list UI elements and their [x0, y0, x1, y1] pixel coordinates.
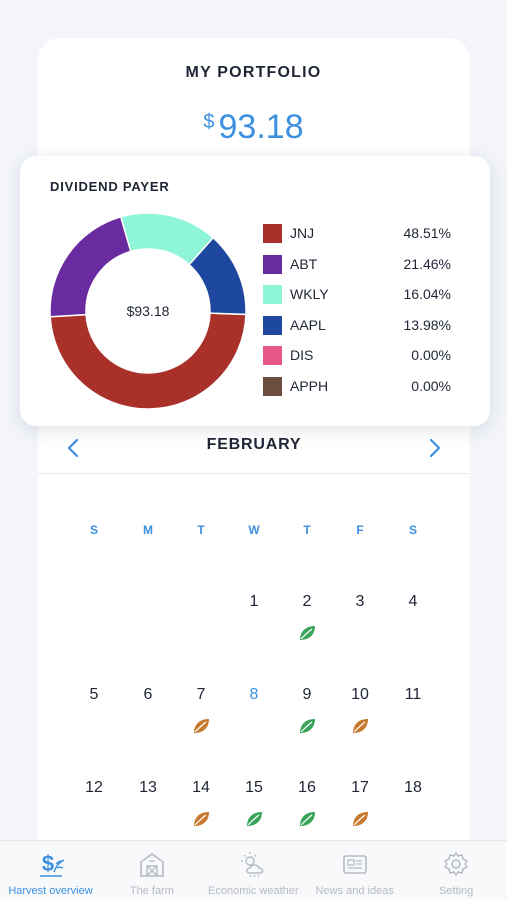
chevron-right-icon[interactable]: [422, 436, 446, 460]
sun-cloud-icon: [241, 852, 264, 878]
dollar-plant-icon: $: [39, 851, 64, 877]
calendar-day-10[interactable]: 10: [351, 686, 369, 703]
portfolio-amount: 93.18: [218, 108, 304, 146]
legend-percentage: 16.04%: [403, 286, 451, 302]
donut-slice-aapl[interactable]: [188, 236, 247, 316]
legend-swatch: [263, 254, 282, 274]
chart-legend: JNJ 48.51% ABT 21.46% WKLY 16.04% AAPL 13.98% DI…: [263, 222, 463, 405]
legend-swatch: [263, 346, 282, 365]
legend-ticker: JNJ: [290, 225, 315, 241]
calendar-day-3[interactable]: 3: [355, 593, 365, 610]
tab-label: Setting: [438, 885, 474, 897]
calendar-day-4[interactable]: 4: [408, 593, 418, 610]
leaf-orange-icon: [353, 719, 368, 733]
legend-ticker: WKLY: [290, 286, 329, 302]
donut-slice-abt[interactable]: [49, 215, 132, 318]
legend-swatch: [263, 315, 282, 335]
legend-percentage: 13.98%: [403, 316, 451, 333]
tab-setting[interactable]: Setting: [406, 841, 507, 900]
tab-the-farm[interactable]: The farm: [101, 841, 202, 900]
barn-icon: [140, 853, 164, 877]
weekday-label: T: [197, 523, 205, 537]
month-navigation: FEBRUARY: [38, 430, 470, 474]
dividend-payer-popup: DIVIDEND PAYER $93.18 JNJ 48.51% ABT 21.46%…: [20, 156, 490, 426]
calendar-day-12[interactable]: 12: [85, 779, 103, 796]
legend-item-wkly: WKLY 16.04%: [263, 283, 463, 314]
legend-percentage: 48.51%: [403, 225, 451, 241]
leaf-green-icon: [247, 812, 262, 826]
legend-item-abt: ABT 21.46%: [263, 253, 463, 284]
tab-economic-weather[interactable]: Economic weather: [203, 841, 304, 900]
currency-symbol: $: [203, 111, 215, 133]
tab-label: Harvest overview: [8, 885, 93, 897]
chevron-left-icon[interactable]: [62, 436, 86, 460]
weekday-label: S: [408, 523, 417, 537]
legend-percentage: 21.46%: [403, 255, 451, 272]
portfolio-title: MY PORTFOLIO: [185, 64, 322, 81]
tab-label: The farm: [129, 885, 174, 897]
calendar-day-14[interactable]: 14: [192, 779, 210, 796]
legend-ticker: DIS: [290, 347, 314, 363]
calendar-day-11[interactable]: 11: [404, 686, 422, 703]
tab-news-and-ideas[interactable]: News and ideas: [304, 841, 405, 900]
legend-percentage: 0.00%: [411, 377, 451, 394]
tab-label: Economic weather: [208, 885, 299, 897]
calendar-day-17[interactable]: 17: [351, 779, 369, 796]
tab-label: News and ideas: [315, 885, 394, 897]
legend-item-apph: APPH 0.00%: [263, 375, 463, 406]
legend-percentage: 0.00%: [411, 347, 451, 363]
calendar-day-18[interactable]: 18: [404, 779, 422, 796]
leaf-orange-icon: [194, 719, 209, 733]
dividend-donut-chart[interactable]: $93.18: [48, 211, 248, 411]
legend-ticker: AAPL: [290, 316, 326, 333]
weekday-label: M: [143, 523, 153, 537]
donut-slice-jnj[interactable]: [49, 312, 247, 410]
popup-caret: [247, 148, 265, 157]
calendar-day-2[interactable]: 2: [302, 593, 312, 610]
calendar-day-15[interactable]: 15: [245, 779, 263, 796]
leaf-green-icon: [300, 626, 315, 640]
legend-swatch: [263, 224, 282, 243]
legend-item-dis: DIS 0.00%: [263, 344, 463, 375]
tab-harvest-overview[interactable]: $ Harvest overview: [0, 841, 101, 900]
legend-item-aapl: AAPL 13.98%: [263, 314, 463, 345]
legend-swatch: [263, 376, 282, 396]
calendar-day-6[interactable]: 6: [143, 686, 153, 703]
calendar-day-1[interactable]: 1: [249, 593, 259, 610]
leaf-orange-icon: [353, 812, 368, 826]
newspaper-icon: [342, 855, 367, 874]
legend-ticker: APPH: [290, 377, 329, 394]
weekday-label: W: [248, 523, 260, 537]
calendar-day-8[interactable]: 8: [249, 686, 259, 703]
portfolio-total: $93.18: [0, 108, 507, 147]
calendar-day-7[interactable]: 7: [196, 686, 206, 703]
leaf-orange-icon: [194, 812, 209, 826]
calendar-day-5[interactable]: 5: [89, 686, 99, 703]
weekday-label: T: [303, 523, 311, 537]
leaf-green-icon: [300, 812, 315, 826]
calendar-day-9[interactable]: 9: [302, 686, 312, 703]
legend-ticker: ABT: [290, 255, 318, 272]
month-label: FEBRUARY: [206, 436, 302, 453]
gear-icon: [444, 852, 468, 876]
leaf-green-icon: [300, 719, 315, 733]
calendar-day-13[interactable]: 13: [139, 779, 157, 796]
svg-text:$: $: [41, 851, 53, 876]
donut-center-label: $93.18: [127, 303, 170, 319]
legend-item-jnj: JNJ 48.51%: [263, 222, 463, 253]
weekday-label: F: [356, 523, 364, 537]
legend-swatch: [263, 285, 282, 304]
bottom-tab-bar: $ Harvest overview The farm Economic weathe…: [0, 840, 507, 900]
popup-title: DIVIDEND PAYER: [50, 179, 170, 194]
calendar-day-16[interactable]: 16: [298, 779, 316, 796]
weekday-label: S: [89, 523, 98, 537]
